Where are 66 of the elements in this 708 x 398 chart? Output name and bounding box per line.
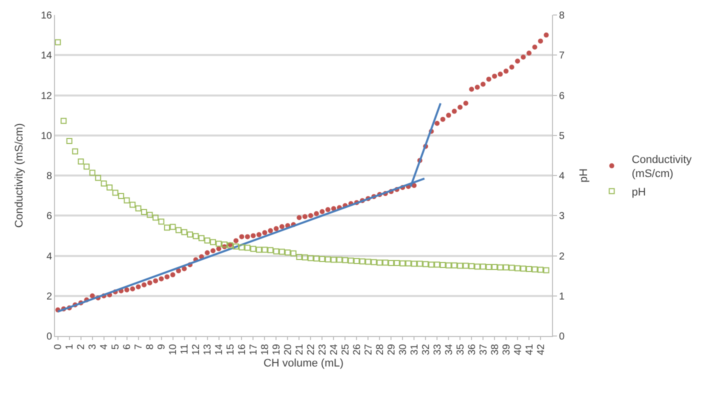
x-tick-label: 17 <box>248 344 260 356</box>
y2-tick-label: 5 <box>559 130 565 142</box>
x-tick-label: 28 <box>374 344 386 356</box>
x-tick-label: 32 <box>420 344 432 356</box>
x-tick-label: 6 <box>122 344 134 350</box>
y-tick-label: 16 <box>40 10 52 22</box>
x-tick-label: 38 <box>490 344 501 356</box>
x-tick-label: 15 <box>225 344 236 356</box>
x-tick-label: 36 <box>466 344 478 356</box>
y2-tick-label: 1 <box>559 291 565 302</box>
x-tick-label: 26 <box>352 344 363 356</box>
x-tick-label: 18 <box>260 344 271 356</box>
x-tick-label: 20 <box>282 344 294 356</box>
y2-tick-label: 0 <box>559 332 565 342</box>
y2-tick-label: 4 <box>559 171 565 182</box>
x-tick-label: 24 <box>328 344 340 356</box>
y-tick-label: 0 <box>46 332 52 342</box>
x-tick-label: 27 <box>363 344 374 356</box>
y2-tick-label: 7 <box>559 50 565 62</box>
y-tick-label: 8 <box>46 171 52 182</box>
x-tick-label: 12 <box>191 344 202 356</box>
x-tick-label: 9 <box>156 344 168 350</box>
x-tick-label: 39 <box>501 344 512 356</box>
y-tick-label: 4 <box>46 251 52 262</box>
y-axis-title: Conductivity (mS/cm) <box>14 123 26 228</box>
legend-label: pH <box>632 186 646 198</box>
x-tick-label: 7 <box>134 344 145 350</box>
x-axis-title: CH volume (mL) <box>263 357 344 370</box>
x-tick-label: 22 <box>306 344 317 356</box>
x-tick-label: 19 <box>271 344 282 356</box>
y2-axis-title: pH <box>578 168 590 183</box>
x-tick-label: 25 <box>340 344 352 356</box>
y-tick-label: 10 <box>40 130 52 142</box>
x-tick-label: 29 <box>386 344 398 356</box>
y-tick-label: 2 <box>46 291 52 302</box>
x-tick-label: 11 <box>180 344 191 354</box>
x-tick-label: 13 <box>202 344 214 356</box>
x-tick-label: 34 <box>444 344 455 356</box>
y-tick-label: 6 <box>46 211 52 222</box>
x-tick-label: 14 <box>214 344 225 356</box>
x-tick-label: 23 <box>317 344 328 356</box>
y2-tick-label: 3 <box>559 211 565 222</box>
x-tick-label: 4 <box>99 344 110 350</box>
x-tick-label: 8 <box>145 344 156 350</box>
y-tick-label: 14 <box>40 50 52 62</box>
y-tick-label: 12 <box>40 90 52 102</box>
x-tick-label: 31 <box>409 344 420 356</box>
x-tick-label: 35 <box>455 344 466 356</box>
x-tick-label: 42 <box>536 344 547 356</box>
x-tick-label: 1 <box>64 344 76 350</box>
x-tick-label: 5 <box>110 344 122 350</box>
x-tick-label: 41 <box>524 344 536 356</box>
legend-label: Conductivity (mS/cm) <box>632 154 692 180</box>
x-tick-label: 21 <box>294 344 306 356</box>
x-tick-label: 40 <box>512 344 524 356</box>
x-tick-label: 33 <box>432 344 444 356</box>
x-tick-label: 37 <box>478 344 490 356</box>
y2-tick-label: 2 <box>559 251 565 262</box>
x-tick-label: 0 <box>53 344 64 350</box>
y2-tick-label: 8 <box>559 10 565 22</box>
y2-tick-label: 6 <box>559 90 565 102</box>
x-tick-label: 3 <box>88 344 99 350</box>
x-tick-label: 16 <box>236 344 248 356</box>
x-tick-label: 10 <box>168 344 180 356</box>
x-tick-label: 30 <box>398 344 409 356</box>
x-tick-label: 2 <box>76 344 88 350</box>
